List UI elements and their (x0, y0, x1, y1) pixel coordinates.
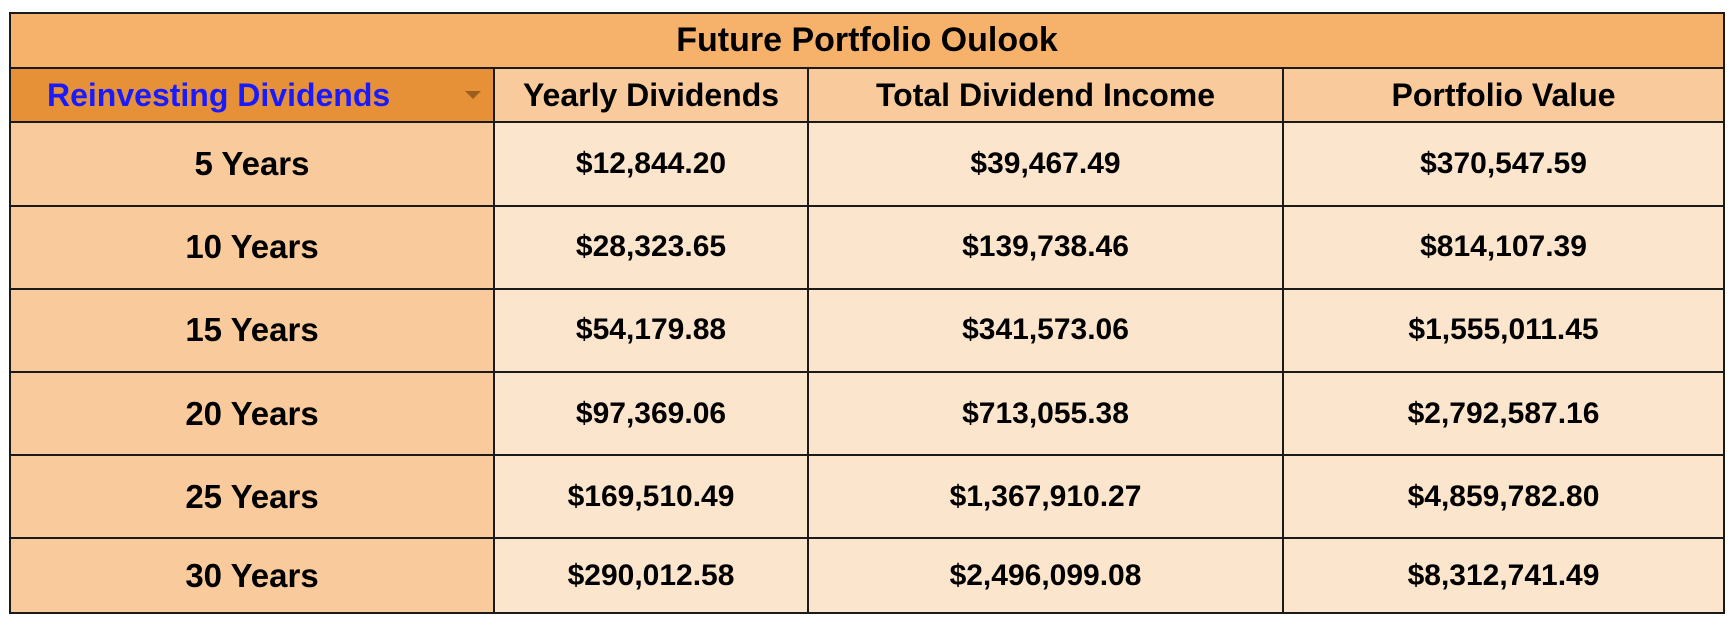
yearly-dividends-cell: $290,012.58 (493, 537, 809, 614)
row-label: 20 Years (9, 371, 495, 457)
header-row: Reinvesting Dividends Yearly Dividends T… (9, 66, 1726, 124)
dividend-mode-dropdown[interactable]: Reinvesting Dividends (12, 70, 492, 121)
row-label: 10 Years (9, 204, 495, 290)
column-header-total-dividend-income: Total Dividend Income (807, 66, 1284, 124)
portfolio-value-cell: $8,312,741.49 (1281, 537, 1726, 614)
total-dividend-income-cell: $2,496,099.08 (807, 537, 1284, 614)
portfolio-value-cell: $4,859,782.80 (1281, 454, 1726, 540)
dividend-mode-value: Reinvesting Dividends (47, 76, 391, 113)
table-row: 20 Years $97,369.06 $713,055.38 $2,792,5… (9, 371, 1726, 457)
portfolio-value-cell: $814,107.39 (1281, 204, 1726, 290)
portfolio-value-cell: $370,547.59 (1281, 121, 1726, 207)
total-dividend-income-cell: $39,467.49 (807, 121, 1284, 207)
portfolio-value-cell: $1,555,011.45 (1281, 287, 1726, 374)
table-title: Future Portfolio Oulook (8, 12, 1726, 69)
table-row: 5 Years $12,844.20 $39,467.49 $370,547.5… (9, 121, 1726, 207)
row-label: 25 Years (9, 454, 495, 540)
table-row: 25 Years $169,510.49 $1,367,910.27 $4,85… (9, 454, 1726, 540)
total-dividend-income-cell: $341,573.06 (807, 287, 1284, 374)
total-dividend-income-cell: $1,367,910.27 (807, 454, 1284, 540)
yearly-dividends-cell: $97,369.06 (493, 371, 809, 457)
table-row: 10 Years $28,323.65 $139,738.46 $814,107… (9, 204, 1726, 290)
yearly-dividends-cell: $54,179.88 (493, 287, 809, 374)
title-row: Future Portfolio Oulook (8, 12, 1726, 69)
portfolio-value-cell: $2,792,587.16 (1281, 371, 1726, 457)
yearly-dividends-cell: $12,844.20 (493, 121, 809, 207)
table-row: 15 Years $54,179.88 $341,573.06 $1,555,0… (9, 287, 1726, 374)
total-dividend-income-cell: $713,055.38 (807, 371, 1284, 457)
total-dividend-income-cell: $139,738.46 (807, 204, 1284, 290)
dividend-mode-select[interactable]: Reinvesting Dividends (9, 66, 495, 124)
table-row: 30 Years $290,012.58 $2,496,099.08 $8,31… (9, 537, 1726, 614)
column-header-portfolio-value: Portfolio Value (1281, 66, 1726, 124)
yearly-dividends-cell: $28,323.65 (493, 204, 809, 290)
column-header-yearly-dividends: Yearly Dividends (493, 66, 809, 124)
yearly-dividends-cell: $169,510.49 (493, 454, 809, 540)
row-label: 15 Years (9, 287, 495, 374)
row-label: 30 Years (9, 537, 495, 614)
chevron-down-icon[interactable] (465, 91, 481, 100)
portfolio-outlook-table: Future Portfolio Oulook Reinvesting Divi… (8, 12, 1726, 614)
row-label: 5 Years (9, 121, 495, 207)
